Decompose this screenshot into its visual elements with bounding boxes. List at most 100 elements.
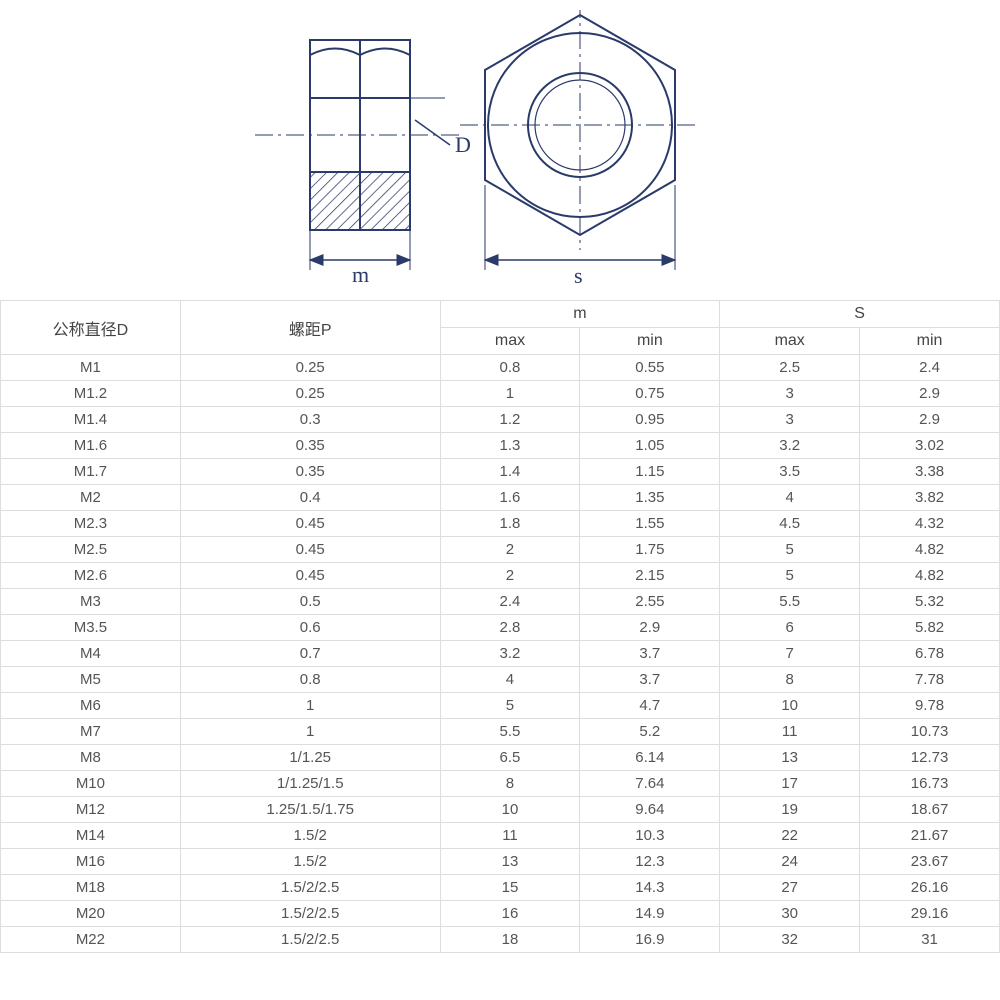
cell-D: M5 [1, 667, 181, 693]
table-row: M101/1.25/1.587.641716.73 [1, 771, 1000, 797]
cell-D: M18 [1, 875, 181, 901]
cell-m_min: 3.7 [580, 641, 720, 667]
table-row: M40.73.23.776.78 [1, 641, 1000, 667]
cell-m_min: 14.3 [580, 875, 720, 901]
table-row: M10.250.80.552.52.4 [1, 355, 1000, 381]
cell-m_max: 2.4 [440, 589, 580, 615]
cell-S_max: 10 [720, 693, 860, 719]
cell-m_min: 12.3 [580, 849, 720, 875]
cell-m_min: 1.05 [580, 433, 720, 459]
cell-D: M22 [1, 927, 181, 953]
table-row: M1.60.351.31.053.23.02 [1, 433, 1000, 459]
cell-S_min: 29.16 [860, 901, 1000, 927]
cell-m_max: 5.5 [440, 719, 580, 745]
cell-m_min: 10.3 [580, 823, 720, 849]
cell-D: M10 [1, 771, 181, 797]
diagram-area: D m s [0, 0, 1000, 300]
cell-P: 0.25 [180, 381, 440, 407]
cell-D: M1.4 [1, 407, 181, 433]
table-row: M6154.7109.78 [1, 693, 1000, 719]
cell-m_max: 8 [440, 771, 580, 797]
cell-m_max: 16 [440, 901, 580, 927]
spec-table-wrap: 公称直径D 螺距P m S max min max min M10.250.80… [0, 300, 1000, 953]
table-row: M2.30.451.81.554.54.32 [1, 511, 1000, 537]
cell-m_min: 4.7 [580, 693, 720, 719]
cell-P: 1.25/1.5/1.75 [180, 797, 440, 823]
cell-D: M16 [1, 849, 181, 875]
spec-table-head: 公称直径D 螺距P m S max min max min [1, 301, 1000, 355]
cell-m_min: 16.9 [580, 927, 720, 953]
cell-D: M6 [1, 693, 181, 719]
table-row: M1.40.31.20.9532.9 [1, 407, 1000, 433]
cell-P: 0.45 [180, 537, 440, 563]
table-row: M81/1.256.56.141312.73 [1, 745, 1000, 771]
cell-m_max: 1.3 [440, 433, 580, 459]
cell-S_max: 3 [720, 407, 860, 433]
spec-table-body: M10.250.80.552.52.4M1.20.2510.7532.9M1.4… [1, 355, 1000, 953]
cell-S_min: 12.73 [860, 745, 1000, 771]
table-row: M1.70.351.41.153.53.38 [1, 459, 1000, 485]
cell-S_max: 6 [720, 615, 860, 641]
cell-P: 1/1.25/1.5 [180, 771, 440, 797]
cell-S_max: 22 [720, 823, 860, 849]
cell-m_max: 1.2 [440, 407, 580, 433]
cell-m_min: 1.15 [580, 459, 720, 485]
col-header-P: 螺距P [180, 301, 440, 355]
cell-S_max: 30 [720, 901, 860, 927]
cell-D: M4 [1, 641, 181, 667]
cell-S_max: 7 [720, 641, 860, 667]
cell-m_min: 9.64 [580, 797, 720, 823]
cell-S_min: 5.32 [860, 589, 1000, 615]
cell-S_min: 3.02 [860, 433, 1000, 459]
spec-table: 公称直径D 螺距P m S max min max min M10.250.80… [0, 300, 1000, 953]
cell-P: 0.8 [180, 667, 440, 693]
cell-S_min: 5.82 [860, 615, 1000, 641]
col-header-D: 公称直径D [1, 301, 181, 355]
cell-S_min: 4.82 [860, 537, 1000, 563]
cell-P: 1 [180, 693, 440, 719]
col-header-S-max: max [720, 328, 860, 355]
table-row: M2.50.4521.7554.82 [1, 537, 1000, 563]
cell-S_max: 11 [720, 719, 860, 745]
cell-P: 0.7 [180, 641, 440, 667]
cell-P: 0.45 [180, 511, 440, 537]
table-row: M1.20.2510.7532.9 [1, 381, 1000, 407]
cell-m_max: 13 [440, 849, 580, 875]
cell-S_max: 2.5 [720, 355, 860, 381]
side-view: D m [255, 40, 471, 287]
cell-S_max: 3.5 [720, 459, 860, 485]
table-row: M50.843.787.78 [1, 667, 1000, 693]
cell-m_min: 1.55 [580, 511, 720, 537]
cell-m_max: 3.2 [440, 641, 580, 667]
cell-S_max: 32 [720, 927, 860, 953]
cell-S_min: 2.9 [860, 381, 1000, 407]
cell-m_min: 5.2 [580, 719, 720, 745]
cell-D: M2.6 [1, 563, 181, 589]
cell-m_min: 2.55 [580, 589, 720, 615]
cell-S_min: 23.67 [860, 849, 1000, 875]
table-row: M161.5/21312.32423.67 [1, 849, 1000, 875]
cell-m_min: 0.95 [580, 407, 720, 433]
cell-S_max: 13 [720, 745, 860, 771]
table-row: M2.60.4522.1554.82 [1, 563, 1000, 589]
cell-S_max: 8 [720, 667, 860, 693]
hex-nut-diagram: D m s [250, 10, 750, 300]
table-row: M221.5/2/2.51816.93231 [1, 927, 1000, 953]
cell-S_min: 6.78 [860, 641, 1000, 667]
cell-m_min: 0.55 [580, 355, 720, 381]
cell-m_min: 1.35 [580, 485, 720, 511]
col-header-S-min: min [860, 328, 1000, 355]
cell-S_min: 10.73 [860, 719, 1000, 745]
table-row: M715.55.21110.73 [1, 719, 1000, 745]
cell-m_min: 1.75 [580, 537, 720, 563]
cell-S_min: 16.73 [860, 771, 1000, 797]
cell-S_max: 24 [720, 849, 860, 875]
label-s: s [574, 263, 583, 288]
cell-m_max: 1.6 [440, 485, 580, 511]
cell-P: 1.5/2 [180, 849, 440, 875]
cell-S_min: 18.67 [860, 797, 1000, 823]
cell-m_min: 2.15 [580, 563, 720, 589]
cell-S_min: 7.78 [860, 667, 1000, 693]
cell-P: 1.5/2/2.5 [180, 927, 440, 953]
cell-S_max: 5 [720, 563, 860, 589]
